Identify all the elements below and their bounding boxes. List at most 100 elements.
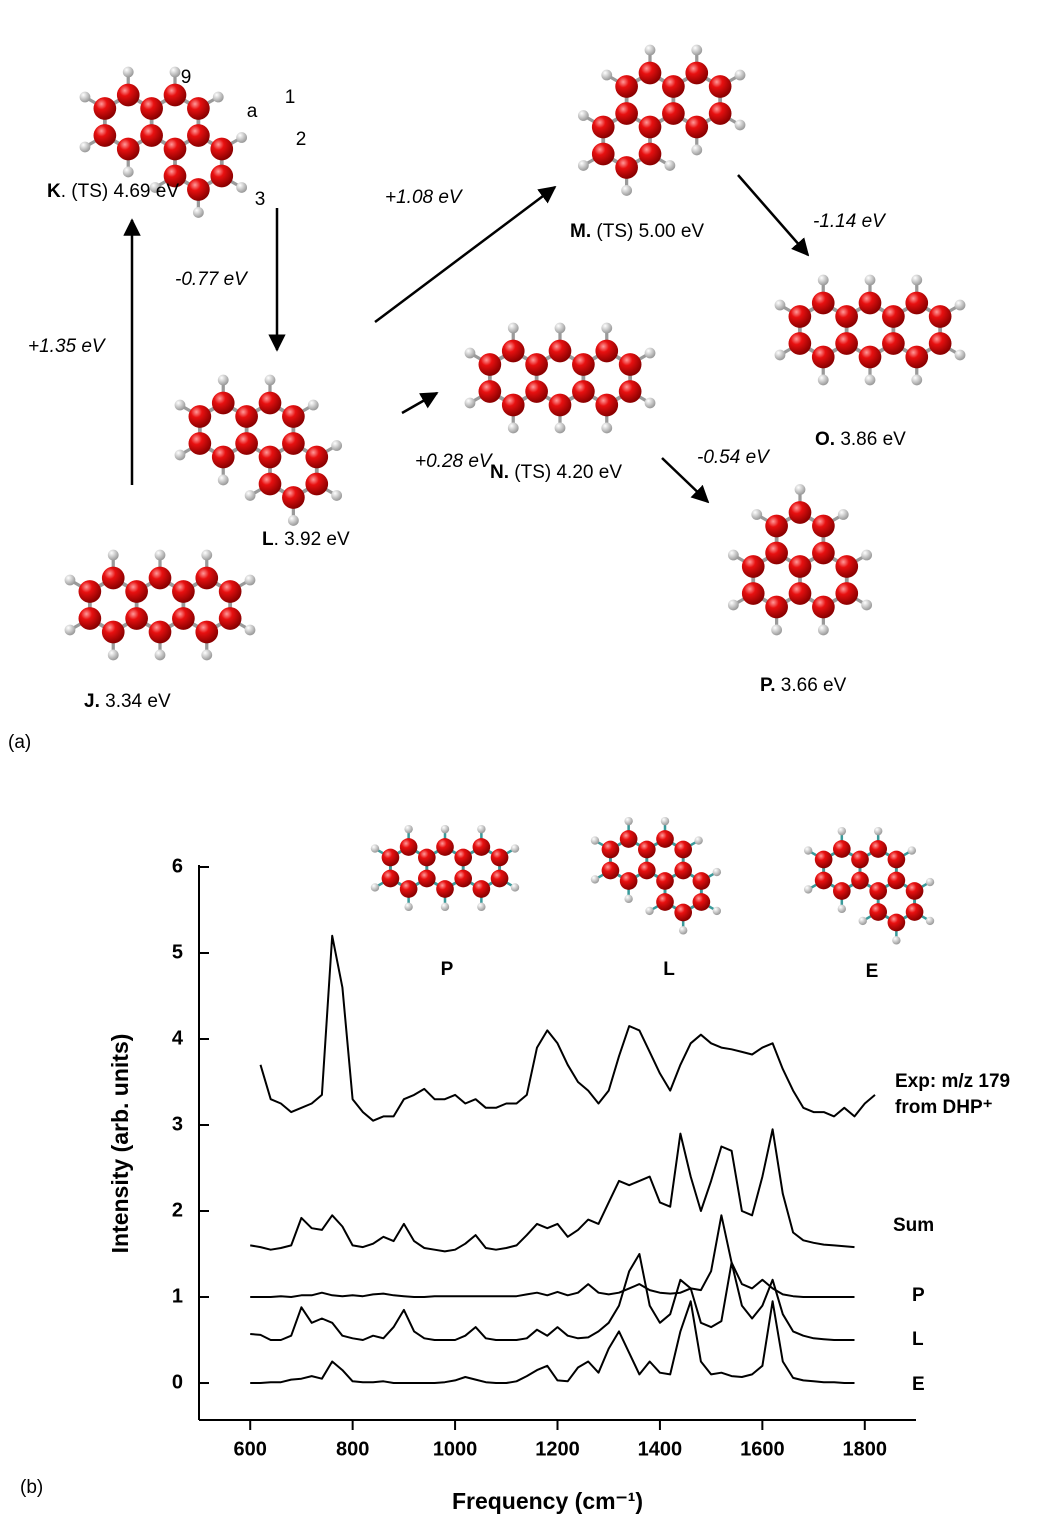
- hydrogen-atom: [174, 399, 186, 411]
- hydrogen-atom: [660, 816, 670, 826]
- hydrogen-atom: [601, 69, 613, 81]
- carbon-atom: [305, 472, 329, 496]
- hydrogen-atom: [590, 875, 600, 884]
- structure-label: E: [866, 961, 879, 982]
- carbon-atom: [656, 893, 674, 911]
- carbon-atom: [812, 514, 835, 538]
- hydrogen-atom: [861, 549, 873, 561]
- carbon-atom: [235, 432, 258, 455]
- carbon-atom: [211, 445, 235, 469]
- carbon-atom: [708, 75, 732, 98]
- hydrogen-atom: [621, 185, 633, 196]
- hydrogen-atom: [477, 824, 486, 834]
- hydrogen-atom: [154, 649, 166, 661]
- y-tick-label: 0: [172, 1371, 183, 1393]
- hydrogen-atom: [264, 374, 276, 386]
- molecule: [64, 549, 256, 661]
- carbon-atom: [125, 580, 148, 603]
- spectrum-line: [250, 1214, 855, 1298]
- hydrogen-atom: [601, 422, 613, 434]
- hydrogen-atom: [64, 574, 76, 586]
- carbon-atom: [218, 607, 242, 630]
- hydrogen-atom: [624, 816, 633, 826]
- series-label: E: [912, 1374, 925, 1395]
- hydrogen-atom: [954, 349, 966, 361]
- atom-label: 9: [181, 67, 192, 88]
- carbon-atom: [638, 61, 662, 85]
- hydrogen-atom: [873, 826, 883, 836]
- node-label: P. 3.66 eV: [760, 675, 847, 696]
- y-tick-label: 4: [172, 1027, 184, 1049]
- hydrogen-atom: [771, 624, 783, 636]
- node-id: K: [47, 181, 61, 202]
- hydrogen-atom: [925, 916, 935, 926]
- series-label: Sum: [893, 1215, 934, 1236]
- hydrogen-atom: [837, 509, 849, 520]
- carbon-atom: [454, 869, 473, 888]
- y-tick-label: 2: [172, 1199, 183, 1221]
- hydrogen-atom: [79, 91, 91, 103]
- carbon-atom: [195, 566, 219, 590]
- hydrogen-atom: [404, 902, 413, 912]
- carbon-atom: [163, 164, 187, 188]
- carbon-atom: [832, 840, 851, 858]
- hydrogen-atom: [712, 867, 722, 877]
- molecule: [803, 826, 935, 945]
- panel-b: (b) P L E 0 1 2 3 4 5 6 600 800 1000 1200 1400 1600 1800 F…: [20, 855, 1010, 1514]
- carbon-atom: [454, 848, 473, 867]
- hydrogen-atom: [817, 274, 829, 286]
- hydrogen-atom: [727, 599, 739, 611]
- x-tick-label: 600: [234, 1438, 267, 1460]
- y-tick-label: 1: [172, 1285, 183, 1307]
- carbon-atom: [258, 445, 282, 469]
- node-label: M. (TS) 5.00 eV: [570, 221, 704, 242]
- hydrogen-atom: [817, 374, 829, 386]
- carbon-atom: [116, 137, 140, 161]
- carbon-atom: [187, 124, 210, 147]
- hydrogen-atom: [554, 322, 566, 334]
- hydrogen-atom: [691, 144, 703, 156]
- carbon-atom: [887, 913, 906, 932]
- carbon-atom: [525, 380, 548, 403]
- carbon-atom: [788, 555, 812, 578]
- carbon-atom: [814, 871, 833, 890]
- carbon-atom: [210, 164, 234, 188]
- carbon-atom: [125, 607, 148, 630]
- carbon-atom: [501, 393, 525, 417]
- hydrogen-atom: [370, 883, 380, 892]
- hydrogen-atom: [911, 374, 923, 386]
- carbon-atom: [928, 332, 952, 355]
- carbon-atom: [741, 582, 765, 605]
- carbon-atom: [638, 115, 662, 139]
- node-id: P.: [760, 675, 776, 696]
- hydrogen-atom: [734, 69, 746, 81]
- carbon-atom: [140, 124, 163, 147]
- carbon-atom: [101, 566, 125, 590]
- hydrogen-atom: [954, 299, 966, 311]
- carbon-atom: [637, 840, 656, 859]
- molecule: [370, 824, 520, 912]
- hydrogen-atom: [331, 440, 343, 451]
- carbon-atom: [399, 880, 418, 898]
- hydrogen-atom: [201, 549, 213, 561]
- hydrogen-atom: [122, 166, 134, 178]
- carbon-atom: [172, 607, 195, 630]
- hydrogen-atom: [212, 91, 224, 103]
- y-axis-title: Intensity (arb. units): [107, 1034, 133, 1254]
- carbon-atom: [78, 607, 102, 630]
- molecule: [464, 322, 656, 434]
- arrow: [374, 185, 557, 323]
- carbon-atom: [685, 61, 709, 85]
- node-text: . (TS) 4.69 eV: [61, 181, 180, 202]
- y-tick-label: 6: [172, 855, 183, 877]
- carbon-atom: [674, 861, 693, 880]
- carbon-atom: [869, 903, 888, 921]
- carbon-atom: [148, 620, 172, 644]
- carbon-atom: [282, 432, 305, 455]
- spectrum-line: [259, 934, 876, 1122]
- molecule: [577, 44, 746, 196]
- carbon-atom: [305, 445, 329, 469]
- carbon-atom: [163, 83, 187, 107]
- carbon-atom: [788, 305, 812, 328]
- energy-label: -0.77 eV: [175, 269, 249, 290]
